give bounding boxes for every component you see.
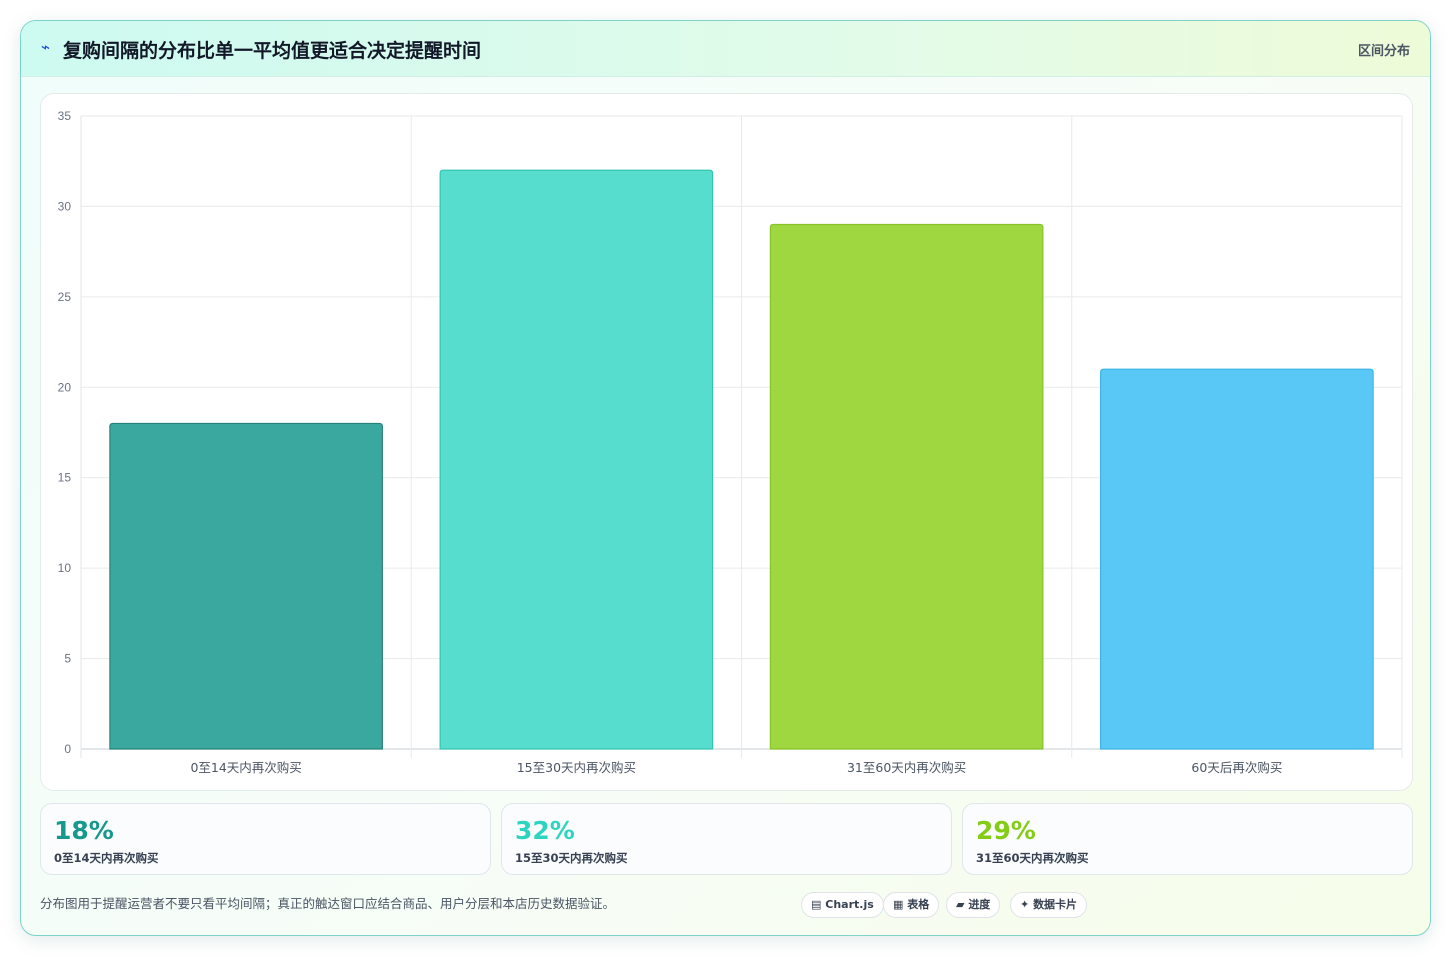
y-tick-label: 30 [58,199,72,213]
y-tick-label: 5 [64,652,71,666]
pill-table[interactable]: ▦ 表格 [883,892,940,918]
y-tick-label: 10 [58,561,72,575]
pill-data-card[interactable]: ✦ 数据卡片 [1010,892,1088,918]
sparkle-icon: ✦ [1020,898,1030,911]
bar [1100,368,1374,750]
stat-card-15-30: 32% 15至30天内再次购买 [501,803,952,875]
bar [109,422,383,750]
stat-label: 0至14天内再次购买 [54,851,159,865]
chart-icon: ▤ [811,898,822,911]
pill-chartjs[interactable]: ▤ Chart.js [801,892,884,918]
stat-label: 15至30天内再次购买 [515,851,628,865]
y-tick-label: 0 [64,742,71,756]
x-tick-label: 0至14天内再次购买 [190,760,301,775]
pill-label: 表格 [907,898,930,911]
table-icon: ▦ [893,898,904,911]
stat-value: 32% [515,816,575,845]
x-tick-label: 15至30天内再次购买 [517,760,636,775]
bar [439,169,714,750]
card-header: ⌁ 复购间隔的分布比单一平均值更适合决定提醒时间 区间分布 [21,21,1430,77]
card-title: 复购间隔的分布比单一平均值更适合决定提醒时间 [63,40,482,62]
y-tick-label: 15 [58,471,72,485]
bar-chart: 0 5 10 15 20 25 30 35 0至14天内再次购买 15至30天内再次购买 31至60… [58,109,1403,775]
pill-label: 进度 [968,898,991,911]
pill-progress[interactable]: ▰ 进度 [946,892,1001,918]
stat-card-0-14: 18% 0至14天内再次购买 [40,803,491,875]
footer-note: 分布图用于提醒运营者不要只看平均间隔；真正的触达窗口应结合商品、用户分层和本店历… [40,896,616,911]
bar-chart-area: 0 5 10 15 20 25 30 35 0至14天内再次购买 15至30天内再次购买 31至60… [40,93,1413,791]
pill-label: Chart.js [825,898,874,911]
pill-label: 数据卡片 [1033,898,1078,911]
x-tick-label: 31至60天内再次购买 [847,760,966,775]
stat-value: 18% [54,816,114,845]
bar [769,223,1044,750]
x-tick-label: 60天后再次购买 [1191,760,1282,775]
y-tick-label: 35 [58,109,72,123]
stat-label: 31至60天内再次购买 [976,851,1089,865]
y-tick-label: 20 [58,380,72,394]
chart-type-tag: 区间分布 [1357,44,1410,59]
y-tick-label: 25 [58,290,72,304]
stat-value: 29% [976,816,1036,845]
progress-icon: ▰ [956,898,965,911]
trend-icon: ⌁ [41,38,51,56]
chart-card: ⌁ 复购间隔的分布比单一平均值更适合决定提醒时间 区间分布 0 5 10 15 20 25… [20,20,1431,936]
stat-card-31-60: 29% 31至60天内再次购买 [962,803,1413,875]
